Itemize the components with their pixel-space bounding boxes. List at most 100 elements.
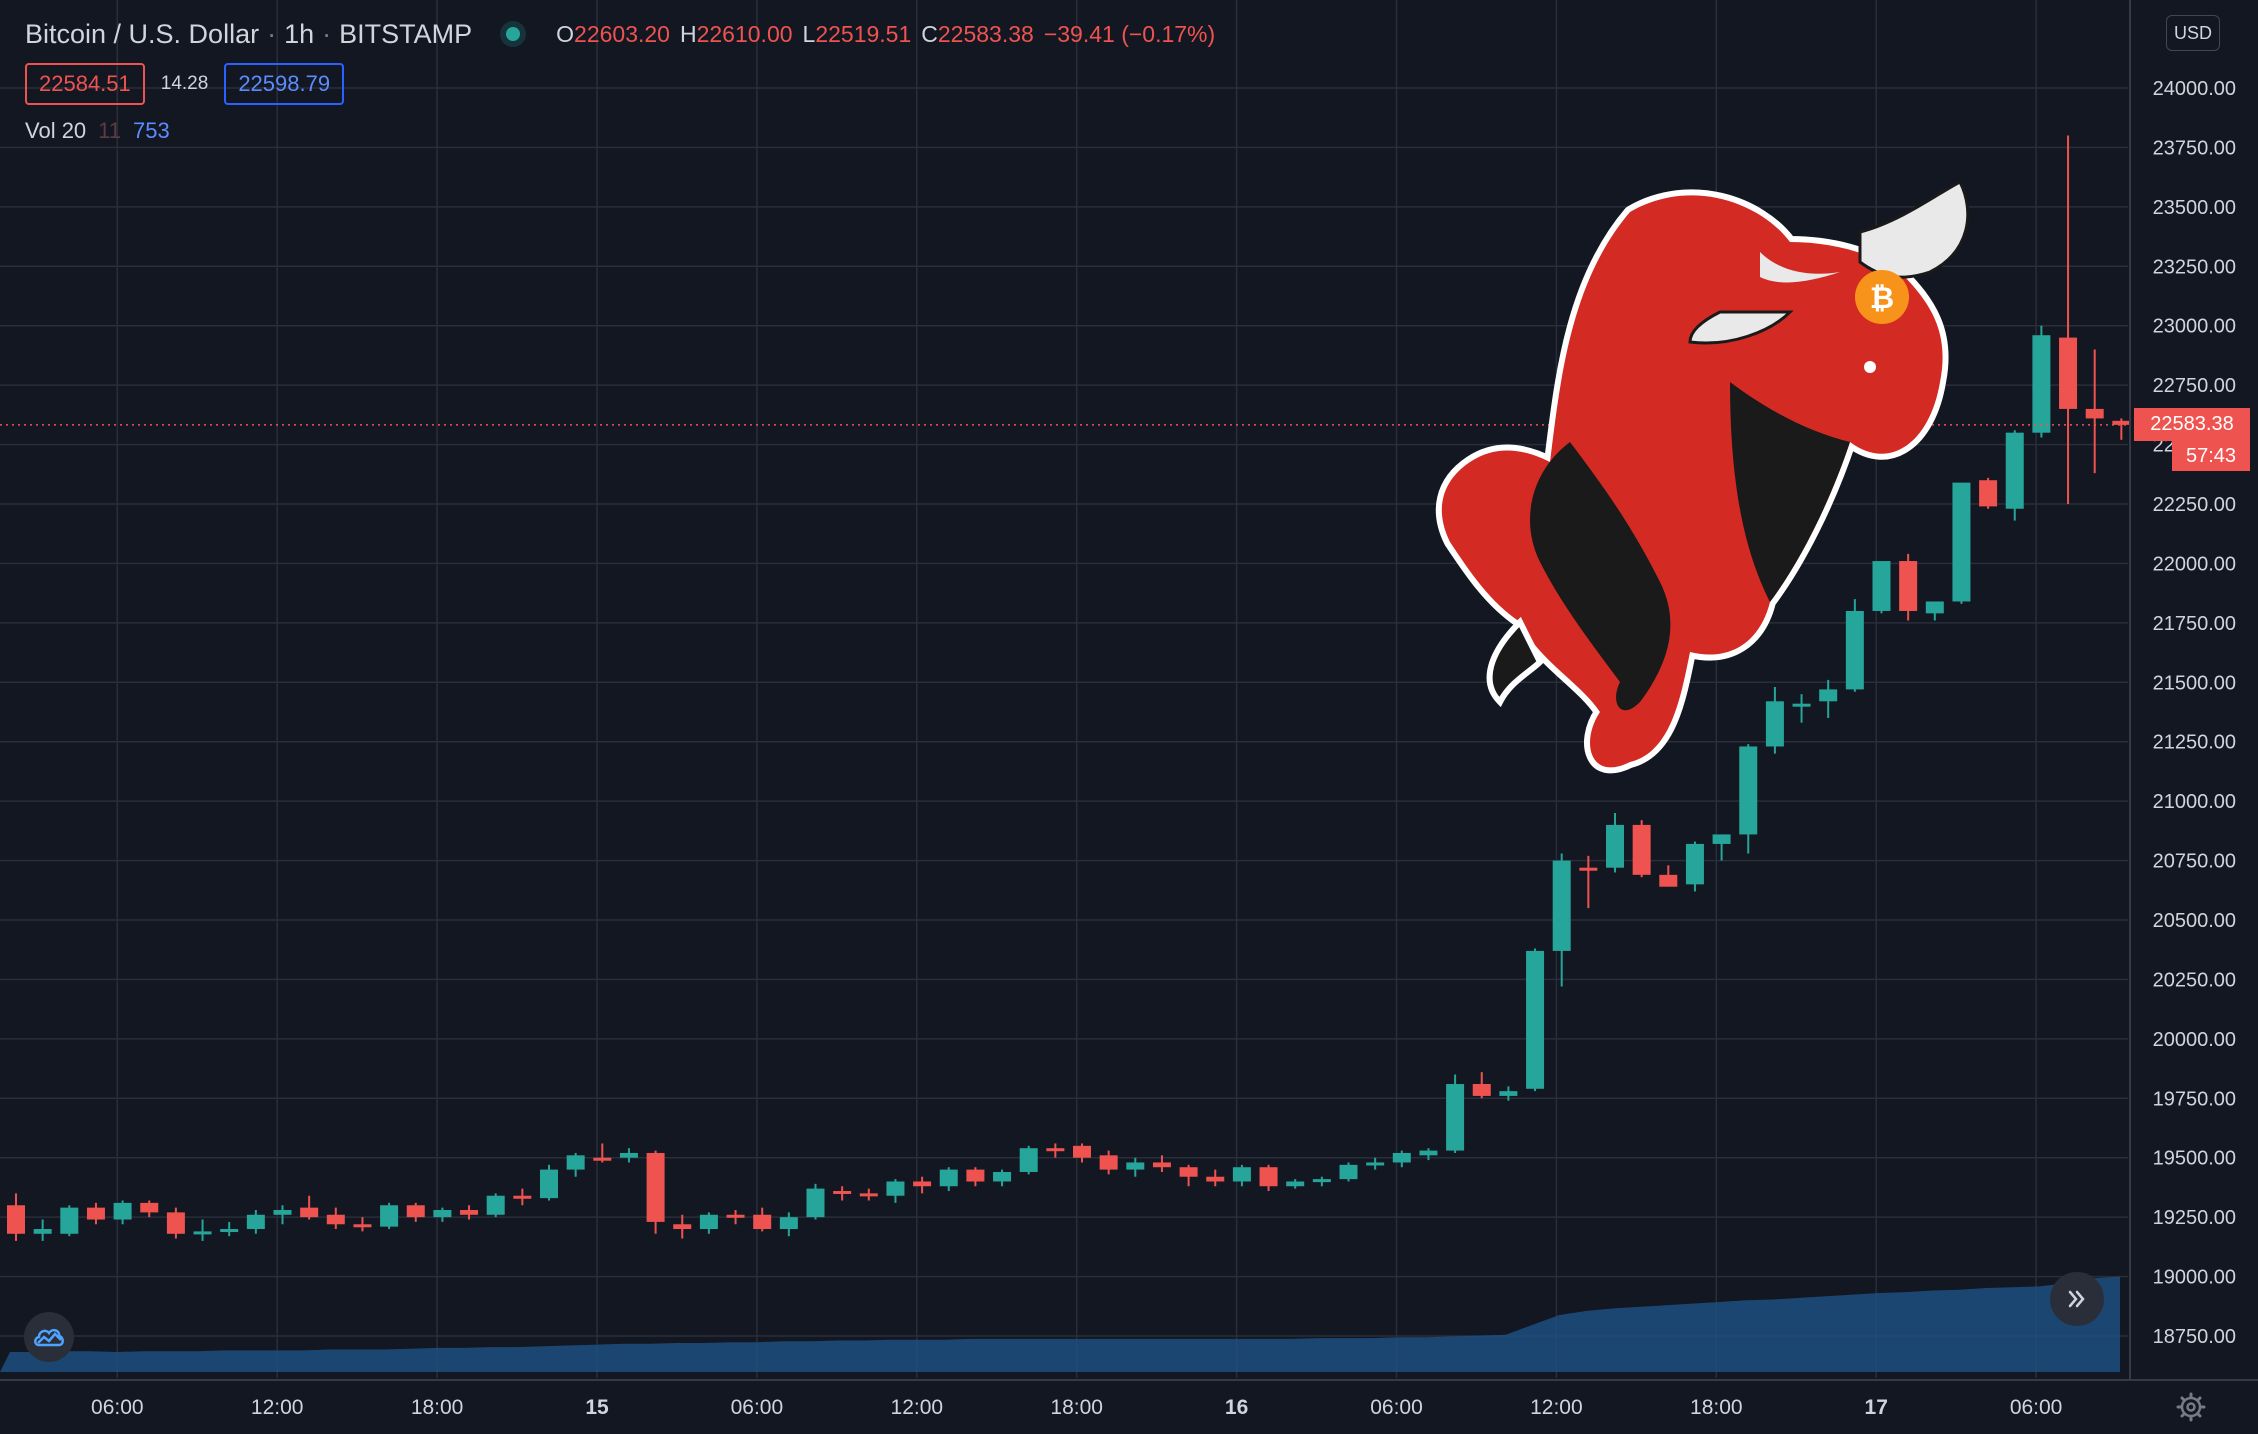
candle-body (2059, 337, 2078, 409)
candle-body (1286, 1181, 1305, 1187)
candle-body (140, 1202, 159, 1213)
bar-countdown: 57:43 (2172, 441, 2250, 471)
candle-body (460, 1210, 479, 1215)
double-chevron-right-icon[interactable] (2050, 1272, 2104, 1326)
candle-body (1979, 480, 1998, 507)
candle-body (593, 1157, 612, 1161)
candle-body (2085, 408, 2104, 419)
header-separator: · (267, 18, 277, 49)
candle-body (1685, 843, 1704, 885)
candle-body (1579, 867, 1598, 871)
time-tick-label: 12:00 (251, 1396, 304, 1419)
candle-body (2112, 420, 2131, 425)
candle-body (1392, 1152, 1411, 1163)
candle-body (1099, 1155, 1118, 1170)
candle-body (1632, 824, 1651, 875)
candle-body (886, 1181, 905, 1196)
candle-body (779, 1217, 798, 1230)
symbol-name[interactable]: Bitcoin / U.S. Dollar (25, 18, 260, 49)
candle-body (646, 1152, 665, 1222)
candle-body (619, 1152, 638, 1158)
candle-body (2032, 335, 2051, 433)
candle-body (246, 1214, 265, 1230)
candle-body (806, 1188, 825, 1218)
price-tick-label: 23000.00 (2153, 316, 2236, 338)
time-tick-label: 18:00 (411, 1396, 464, 1419)
price-tick-label: 21750.00 (2153, 613, 2236, 635)
candle-body (1232, 1167, 1251, 1182)
price-tick-label: 19250.00 (2153, 1207, 2236, 1229)
price-tick-label: 22750.00 (2153, 375, 2236, 397)
candle-body (220, 1229, 239, 1233)
volume-value-1: 11 (98, 118, 122, 143)
chart-grid (0, 0, 2128, 1378)
candle-body (699, 1214, 718, 1230)
candle-body (1952, 482, 1971, 602)
volume-legend[interactable]: Vol 20 11 753 (25, 118, 170, 144)
price-axis-labels: 24000.00 23750.00 23500.00 23250.00 23000.00… (2153, 78, 2236, 1348)
candle-body (1046, 1148, 1065, 1152)
chart-header: Bitcoin / U.S. Dollar · 1h · BITSTAMP O2… (25, 14, 1215, 54)
candle-body (1739, 746, 1758, 835)
exchange-label: BITSTAMP (339, 18, 473, 49)
candle-body (540, 1169, 558, 1199)
price-tick-label: 18750.00 (2153, 1326, 2236, 1348)
candle-body (33, 1229, 52, 1234)
candle-body (1712, 834, 1731, 844)
time-tick-label: 18:00 (1690, 1396, 1743, 1419)
candle-body (1179, 1167, 1198, 1177)
currency-button[interactable]: USD (2166, 15, 2220, 51)
candle-body (300, 1207, 319, 1218)
candle-body (113, 1202, 132, 1220)
last-price-label: 22583.38 (2134, 408, 2250, 441)
price-tick-label: 19500.00 (2153, 1148, 2236, 1170)
buy-button[interactable]: 22598.79 (224, 63, 345, 105)
trade-buttons: 22584.51 14.28 22598.79 (25, 63, 345, 105)
candle-body (1259, 1167, 1278, 1187)
sell-button[interactable]: 22584.51 (25, 63, 145, 105)
candle-body (433, 1210, 452, 1218)
candle-body (486, 1195, 505, 1215)
price-tick-label: 21000.00 (2153, 791, 2236, 813)
candle-body (1366, 1162, 1385, 1166)
market-status-icon (506, 27, 521, 41)
candle-body (1899, 561, 1918, 611)
candle-body (1819, 689, 1838, 702)
candle-body (1792, 703, 1811, 707)
price-tick-label: 20250.00 (2153, 969, 2236, 991)
time-tick-label: 16 (1225, 1396, 1248, 1419)
time-axis-labels: 06:00 12:00 18:00 15 06:00 12:00 18:00 16 06:00 1… (91, 1396, 2062, 1419)
candles (7, 135, 2131, 1241)
price-tick-label: 19000.00 (2153, 1267, 2236, 1289)
price-tick-label: 24000.00 (2153, 78, 2236, 100)
candle-body (1499, 1091, 1518, 1096)
candle-body (993, 1171, 1012, 1182)
low-value: 22519.51 (815, 20, 912, 47)
candle-body (1152, 1162, 1171, 1168)
candle-body (1925, 601, 1944, 614)
gear-icon[interactable] (2174, 1390, 2208, 1424)
time-tick-label: 12:00 (1530, 1396, 1583, 1419)
interval-label[interactable]: 1h (284, 18, 315, 49)
time-tick-label: 12:00 (891, 1396, 944, 1419)
candle-body (513, 1195, 532, 1199)
ohlc-values: O22603.20 H22610.00 L22519.51 C22583.38 … (556, 20, 1216, 47)
candle-body (273, 1210, 292, 1215)
candle-body (380, 1205, 399, 1227)
candle-body (1206, 1176, 1225, 1182)
candle-body (1019, 1148, 1038, 1172)
time-tick-label: 06:00 (91, 1396, 144, 1419)
time-tick-label: 17 (1865, 1396, 1888, 1419)
close-value: 22583.38 (937, 20, 1034, 47)
candle-body (939, 1169, 958, 1187)
candle-body (1765, 701, 1784, 747)
candle-body (673, 1224, 692, 1230)
candle-body (1419, 1150, 1438, 1156)
candle-body (1659, 874, 1678, 887)
volume-area (0, 1276, 2120, 1372)
tradingview-cloud-icon[interactable] (24, 1312, 74, 1362)
price-tick-label: 21250.00 (2153, 732, 2236, 754)
price-tick-label: 19750.00 (2153, 1088, 2236, 1110)
price-tick-label: 23250.00 (2153, 256, 2236, 278)
time-tick-label: 06:00 (731, 1396, 784, 1419)
